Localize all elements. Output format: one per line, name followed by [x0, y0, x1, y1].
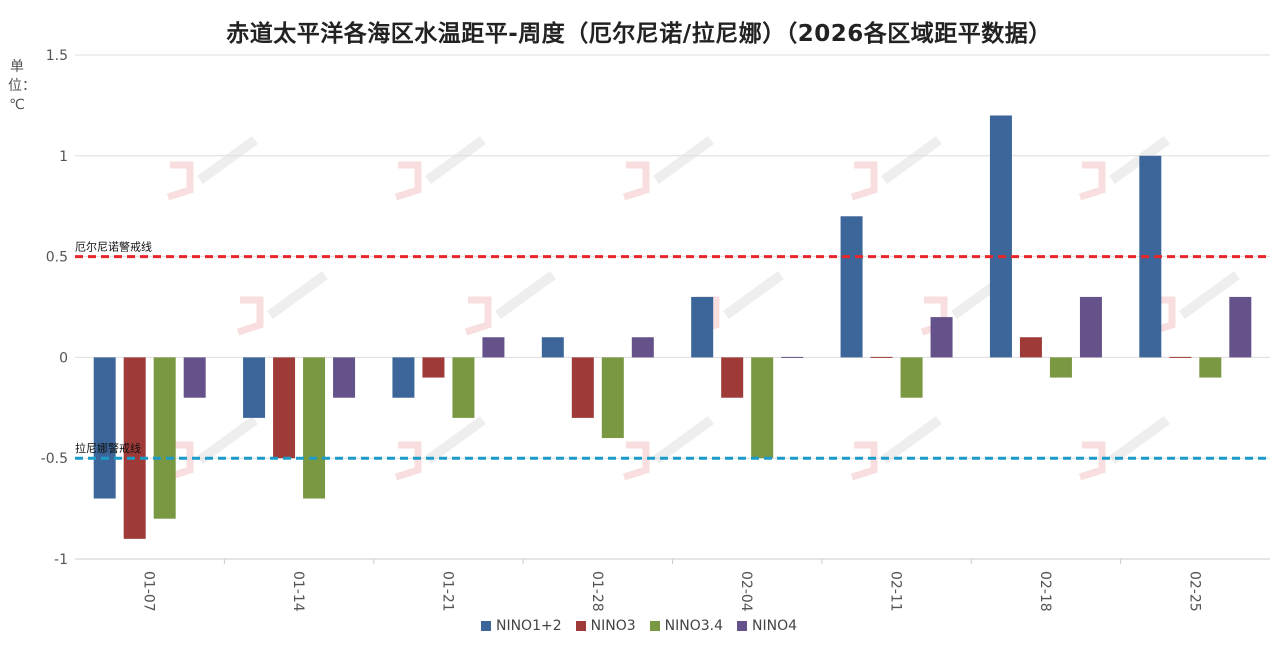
legend-label: NINO1+2 [495, 618, 562, 634]
x-tick-label: 01-07 [141, 571, 157, 612]
bar-nino1-2-02-11[interactable] [840, 216, 863, 358]
watermark-text [267, 270, 328, 320]
legend-label: NINO3 [590, 618, 636, 634]
watermark-logo [1078, 161, 1106, 201]
x-tick-label: 01-14 [290, 571, 306, 612]
bar-nino3-4-01-21[interactable] [452, 357, 475, 418]
bar-nino3-4-02-11[interactable] [900, 357, 923, 398]
watermark-text [425, 135, 486, 185]
bar-nino4-02-25[interactable] [1229, 296, 1252, 358]
watermark-logo [850, 161, 878, 201]
el-nino-threshold-label: 厄尔尼诺警戒线 [75, 240, 152, 254]
bar-nino1-2-01-21[interactable] [392, 357, 415, 398]
legend-label: NINO3.4 [664, 618, 723, 634]
x-tick-label: 02-04 [738, 571, 754, 612]
legend-item-nino3[interactable]: NINO3 [575, 618, 636, 634]
watermark-text [425, 415, 486, 465]
watermark-text [197, 415, 258, 465]
bar-nino4-02-11[interactable] [930, 317, 953, 358]
watermark-text [881, 135, 942, 185]
watermark-text [653, 135, 714, 185]
watermark-logo [1078, 441, 1106, 481]
bar-nino4-01-07[interactable] [183, 357, 206, 398]
bar-nino3-02-04[interactable] [721, 357, 744, 398]
bar-nino3-4-02-25[interactable] [1199, 357, 1222, 378]
watermark-logo [622, 441, 650, 481]
legend-swatch [649, 621, 660, 631]
bar-nino1-2-01-14[interactable] [243, 357, 266, 418]
bar-nino3-4-02-18[interactable] [1049, 357, 1072, 378]
bar-nino3-02-25[interactable] [1169, 356, 1192, 358]
watermark-text [1179, 270, 1240, 320]
watermark-text [197, 135, 258, 185]
bar-nino1-2-02-25[interactable] [1139, 155, 1162, 358]
bar-nino1-2-01-28[interactable] [541, 337, 564, 358]
watermark-logo [166, 161, 194, 201]
watermark-logo [394, 441, 422, 481]
watermark-logo [236, 296, 264, 336]
legend-label: NINO4 [752, 618, 798, 634]
bar-nino3-01-07[interactable] [123, 357, 146, 539]
legend: NINO1+2 NINO3 NINO3.4 NINO4 [0, 618, 1278, 634]
legend-swatch [480, 621, 491, 631]
watermark-text [723, 270, 784, 320]
watermark-text [1109, 415, 1170, 465]
legend-item-nino1-2[interactable]: NINO1+2 [480, 618, 562, 634]
legend-swatch [737, 621, 747, 631]
y-tick-label: -0.5 [41, 451, 68, 467]
x-tick-label: 01-28 [589, 571, 605, 612]
watermark-logo [464, 296, 492, 336]
bar-nino3-02-11[interactable] [870, 356, 893, 358]
x-tick-label: 02-18 [1037, 571, 1053, 612]
chart-title: 赤道太平洋各海区水温距平-周度（厄尔尼诺/拉尼娜）（2026各区域距平数据） [226, 21, 1052, 47]
x-tick-label: 01-21 [439, 571, 455, 612]
bar-nino4-02-04[interactable] [781, 356, 804, 358]
x-tick-label: 02-25 [1186, 571, 1202, 612]
x-tick-label: 02-11 [888, 571, 904, 612]
bar-nino3-4-02-04[interactable] [751, 357, 774, 459]
bar-nino1-2-02-04[interactable] [691, 296, 714, 358]
watermark-text [881, 415, 942, 465]
watermark-text [495, 270, 556, 320]
bar-nino3-01-28[interactable] [571, 357, 594, 418]
bar-nino4-01-14[interactable] [333, 357, 356, 398]
watermark-logo [394, 161, 422, 201]
y-tick-label: 1 [59, 149, 68, 165]
bar-nino3-4-01-07[interactable] [153, 357, 176, 519]
watermark-logo [166, 441, 194, 481]
bar-nino3-01-14[interactable] [273, 357, 296, 459]
bar-nino4-01-21[interactable] [482, 337, 505, 358]
legend-item-nino4[interactable]: NINO4 [737, 618, 797, 634]
bar-nino4-02-18[interactable] [1079, 296, 1102, 358]
bar-nino4-01-28[interactable] [631, 337, 654, 358]
y-tick-label: 0.5 [46, 250, 68, 266]
bar-nino3-4-01-28[interactable] [601, 357, 624, 439]
bar-nino3-01-21[interactable] [422, 357, 445, 378]
bar-nino1-2-01-07[interactable] [93, 357, 116, 499]
la-nina-threshold-label: 拉尼娜警戒线 [75, 441, 141, 455]
y-tick-label: 1.5 [46, 48, 68, 64]
watermark-logo [850, 441, 878, 481]
bar-nino3-4-01-14[interactable] [303, 357, 326, 499]
watermark-logo [622, 161, 650, 201]
bar-nino3-02-18[interactable] [1019, 337, 1042, 358]
watermark-text [653, 415, 714, 465]
legend-item-nino3-4[interactable]: NINO3.4 [649, 618, 723, 634]
y-tick-label: 0 [59, 350, 68, 366]
bar-nino1-2-02-18[interactable] [989, 115, 1012, 358]
y-tick-label: -1 [54, 552, 68, 568]
legend-swatch [575, 621, 586, 631]
